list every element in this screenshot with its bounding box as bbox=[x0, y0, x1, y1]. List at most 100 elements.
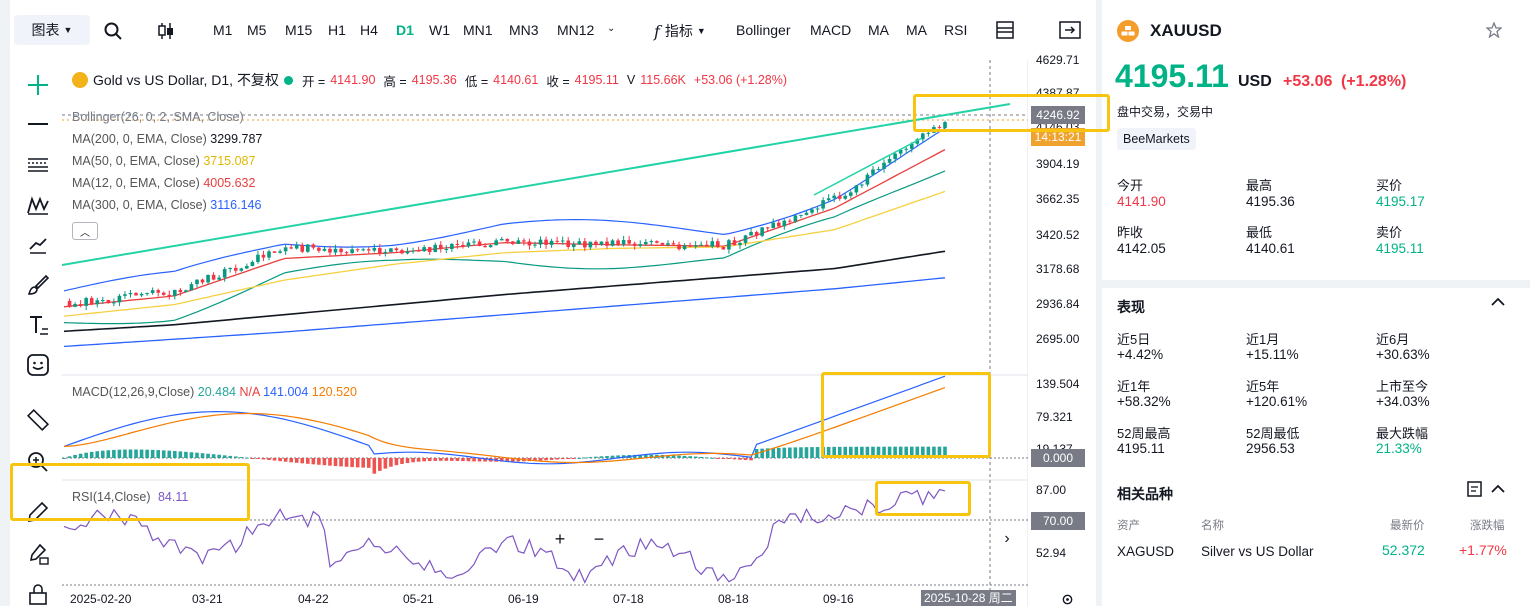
candle-body bbox=[538, 239, 543, 245]
candlestick-icon[interactable] bbox=[156, 21, 176, 41]
emoji-icon[interactable] bbox=[26, 353, 50, 377]
macd-histogram-bar bbox=[305, 458, 310, 464]
macd-histogram-bar bbox=[760, 448, 764, 458]
crosshair-date-tag: 2025-10-28 周二 bbox=[921, 590, 1016, 606]
legend-ma12[interactable]: MA(12, 0, EMA, Close) 4005.632 bbox=[72, 176, 255, 190]
indicator-ma-button-2[interactable]: MA bbox=[906, 22, 927, 38]
timeframe-d1[interactable]: D1 bbox=[396, 22, 414, 38]
favorite-star-icon[interactable] bbox=[1486, 22, 1502, 38]
legend-ma50[interactable]: MA(50, 0, EMA, Close) 3715.087 bbox=[72, 154, 255, 168]
timeframe-m5[interactable]: M5 bbox=[247, 22, 267, 38]
candle-body bbox=[616, 240, 620, 245]
layout-icon[interactable] bbox=[996, 21, 1014, 39]
macd-histogram-bar bbox=[738, 458, 742, 460]
candle-body bbox=[461, 244, 465, 247]
macd-histogram-bar bbox=[682, 455, 687, 458]
timeframe-m1[interactable]: M1 bbox=[213, 22, 233, 38]
candle-body bbox=[283, 247, 288, 252]
performance-value: +30.63% bbox=[1376, 347, 1430, 362]
lock-icon[interactable] bbox=[26, 582, 50, 606]
settings-gear-icon[interactable] bbox=[1061, 593, 1074, 606]
candle-body bbox=[865, 174, 870, 185]
candle-body bbox=[67, 300, 72, 307]
candle-body bbox=[732, 240, 737, 246]
macd-histogram-bar bbox=[444, 458, 449, 461]
chart-type-dropdown[interactable]: 图表 ▼ bbox=[14, 15, 90, 45]
macd-histogram-bar bbox=[278, 458, 282, 462]
candle-body bbox=[256, 254, 260, 262]
candle-body bbox=[339, 248, 343, 253]
candle-body bbox=[577, 241, 582, 245]
collapse-legend-button[interactable]: ︿ bbox=[72, 222, 98, 240]
candle-body bbox=[710, 241, 715, 247]
indicator-ma-button[interactable]: MA bbox=[868, 22, 889, 38]
macd-histogram-bar bbox=[765, 448, 770, 458]
legend-ma200[interactable]: MA(200, 0, EMA, Close) 3299.787 bbox=[72, 132, 262, 146]
chevron-up-icon: ︿ bbox=[80, 227, 90, 239]
trend-arrow-icon[interactable] bbox=[26, 233, 50, 257]
brush-icon[interactable] bbox=[26, 273, 50, 297]
timeframe-w1[interactable]: W1 bbox=[429, 22, 450, 38]
indicator-bollinger-button[interactable]: Bollinger bbox=[736, 22, 791, 38]
pattern-icon[interactable] bbox=[26, 193, 50, 217]
macd-histogram-bar bbox=[782, 447, 787, 458]
change-value: +53.06 (+1.28%) bbox=[693, 73, 788, 87]
candle-body bbox=[289, 247, 293, 249]
indicators-button[interactable]: f 指标 ▼ bbox=[654, 21, 706, 41]
legend-ma300[interactable]: MA(300, 0, EMA, Close) 3116.146 bbox=[72, 198, 261, 212]
candle-body bbox=[937, 127, 942, 129]
lock-drawing-icon[interactable] bbox=[26, 542, 50, 566]
macd-histogram-bar bbox=[261, 458, 266, 460]
legend-macd[interactable]: MACD(12,26,9,Close) 20.484 N/A 141.004 1… bbox=[72, 385, 357, 399]
macd-histogram-bar bbox=[749, 458, 753, 461]
candle-body bbox=[560, 240, 565, 242]
timeframe-mn1[interactable]: MN1 bbox=[463, 22, 493, 38]
gold-coin-icon bbox=[72, 72, 88, 88]
performance-value: +15.11% bbox=[1246, 347, 1299, 362]
timeframe-mn3[interactable]: MN3 bbox=[509, 22, 539, 38]
crosshair-icon[interactable] bbox=[26, 73, 50, 97]
price-currency: USD bbox=[1238, 73, 1272, 90]
low-value: 4140.61 bbox=[493, 73, 539, 87]
zoom-out-button[interactable]: − bbox=[585, 528, 613, 550]
macd-histogram-bar bbox=[571, 458, 576, 459]
text-icon[interactable] bbox=[26, 313, 50, 337]
legend-bollinger[interactable]: Bollinger(26, 0, 2, SMA, Close) bbox=[72, 110, 244, 124]
scroll-right-button[interactable]: › bbox=[993, 528, 1021, 550]
search-icon[interactable] bbox=[103, 21, 123, 41]
timeframe-more-icon[interactable]: ⌄ bbox=[607, 23, 616, 34]
timeframe-h1[interactable]: H1 bbox=[328, 22, 346, 38]
horizontal-line-icon[interactable] bbox=[26, 112, 50, 136]
timeframe-mn12[interactable]: MN12 bbox=[557, 22, 595, 38]
related-last-price: 52.372 bbox=[1382, 542, 1425, 558]
candle-body bbox=[588, 241, 593, 248]
zoom-in-button[interactable]: + bbox=[546, 528, 574, 550]
indicator-rsi-button[interactable]: RSI bbox=[944, 22, 968, 38]
note-icon[interactable] bbox=[1467, 481, 1482, 497]
collapse-performance-icon[interactable] bbox=[1491, 296, 1505, 308]
stat-value: 4195.17 bbox=[1376, 194, 1425, 209]
macd-histogram-bar bbox=[776, 447, 781, 458]
candle-body bbox=[505, 238, 510, 242]
price-chart-canvas[interactable] bbox=[62, 60, 1028, 606]
macd-histogram-bar bbox=[89, 451, 94, 458]
legend-ma200-label: MA(200, 0, EMA, Close) bbox=[72, 132, 207, 146]
rsi-level-tag: 70.00 bbox=[1031, 512, 1085, 530]
candle-body bbox=[909, 143, 914, 149]
timeframe-m15[interactable]: M15 bbox=[285, 22, 313, 38]
zoom-in-icon[interactable] bbox=[26, 450, 50, 474]
macd-histogram-bar bbox=[189, 452, 194, 458]
channel-icon[interactable] bbox=[26, 152, 50, 176]
collapse-related-icon[interactable] bbox=[1491, 483, 1505, 495]
timeframe-h4[interactable]: H4 bbox=[360, 22, 378, 38]
expand-panel-icon[interactable] bbox=[1059, 21, 1081, 39]
candle-body bbox=[926, 132, 931, 134]
indicator-macd-button[interactable]: MACD bbox=[810, 22, 852, 38]
legend-rsi[interactable]: RSI(14,Close) 84.11 bbox=[72, 490, 188, 504]
ruler-icon[interactable] bbox=[26, 408, 50, 432]
related-row[interactable]: XAGUSD Silver vs US Dollar 52.372 +1.77% bbox=[1102, 535, 1530, 567]
candle-body bbox=[350, 249, 354, 253]
macd-histogram-bar bbox=[605, 455, 609, 458]
time-axis-tick: 03-21 bbox=[192, 592, 223, 606]
performance-label: 近6月 bbox=[1376, 332, 1410, 347]
